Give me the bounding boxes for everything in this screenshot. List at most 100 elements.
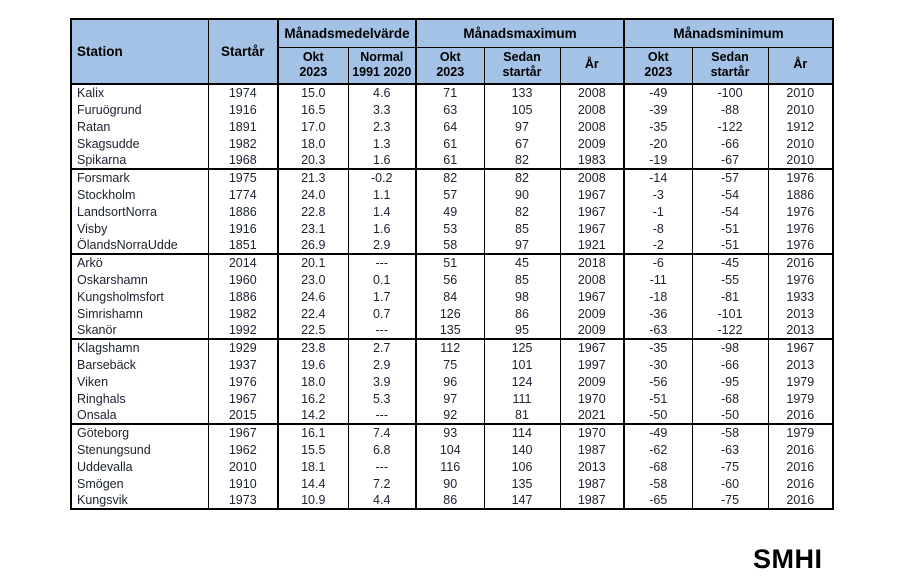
value-cell: -19 [623,152,693,169]
table-row: Stenungsund 1962 15.5 6.8 104 140 1987 -62 -63 20… [70,441,834,458]
table-row: Skanör 1992 22.5 --- 135 95 2009 -63 -122 2013 [70,322,834,339]
station-cell: Smögen [70,475,209,492]
value-cell: -39 [623,101,693,118]
col-header-min-okt2023: Okt 2023 [623,46,693,85]
value-cell: 104 [415,441,485,458]
value-cell: -68 [623,458,693,475]
value-cell: -55 [691,271,769,288]
value-cell: 1987 [559,475,625,492]
value-cell: 2016 [767,253,834,271]
value-cell: 1975 [207,168,279,186]
value-cell: -63 [691,441,769,458]
value-cell: 20.3 [277,152,349,169]
table-row: Uddevalla 2010 18.1 --- 116 106 2013 -68 -75 2016 [70,458,834,475]
station-cell: Arkö [70,253,209,271]
value-cell: 15.0 [277,84,349,101]
value-cell: 22.4 [277,305,349,322]
value-cell: 2010 [207,458,279,475]
value-cell: 95 [483,322,561,339]
value-cell: 98 [483,288,561,305]
value-cell: 97 [415,390,485,407]
value-cell: --- [347,322,417,339]
value-cell: -35 [623,338,693,356]
value-cell: -58 [623,475,693,492]
value-cell: 21.3 [277,168,349,186]
value-cell: 23.0 [277,271,349,288]
value-cell: 2008 [559,118,625,135]
value-cell: -3 [623,186,693,203]
table-row: Spikarna 1968 20.3 1.6 61 82 1983 -19 -67 2010 [70,152,834,169]
value-cell: -65 [623,492,693,509]
value-cell: -66 [691,135,769,152]
value-cell: 1967 [559,203,625,220]
smhi-logo: SMHI [753,544,823,574]
value-cell: -30 [623,356,693,373]
value-cell: 2008 [559,101,625,118]
value-cell: 1967 [207,390,279,407]
value-cell: 2014 [207,253,279,271]
value-cell: 82 [483,203,561,220]
value-cell: 135 [483,475,561,492]
value-cell: 71 [415,84,485,101]
value-cell: 1976 [767,237,834,254]
value-cell: 0.7 [347,305,417,322]
value-cell: 1987 [559,441,625,458]
value-cell: 140 [483,441,561,458]
station-cell: LandsortNorra [70,203,209,220]
value-cell: 2013 [559,458,625,475]
value-cell: 1967 [559,186,625,203]
value-cell: 2016 [767,475,834,492]
value-cell: -50 [623,407,693,424]
value-cell: 112 [415,338,485,356]
value-cell: -98 [691,338,769,356]
value-cell: 53 [415,220,485,237]
col-header-max-year: År [559,46,625,85]
table-body: Kalix 1974 15.0 4.6 71 133 2008 -49 -100 2010 Furu… [70,84,834,509]
value-cell: 58 [415,237,485,254]
value-cell: 2013 [767,356,834,373]
table-row: Forsmark 1975 21.3 -0.2 82 82 2008 -14 -57 1976 [70,168,834,186]
station-cell: Ringhals [70,390,209,407]
value-cell: 2010 [767,135,834,152]
value-cell: -81 [691,288,769,305]
value-cell: 2.9 [347,356,417,373]
value-cell: -51 [691,237,769,254]
table-row: LandsortNorra 1886 22.8 1.4 49 82 1967 -1 -54 197… [70,203,834,220]
value-cell: -66 [691,356,769,373]
station-cell: Barsebäck [70,356,209,373]
station-cell: Simrishamn [70,305,209,322]
value-cell: 1.6 [347,220,417,237]
value-cell: 114 [483,423,561,441]
value-cell: 1916 [207,101,279,118]
station-statistics-table: Station Startår Månadsmedelvärde Månadsm… [70,18,835,510]
value-cell: 16.1 [277,423,349,441]
value-cell: 97 [483,118,561,135]
value-cell: 1886 [767,186,834,203]
value-cell: 2013 [767,305,834,322]
value-cell: 61 [415,135,485,152]
value-cell: 2010 [767,84,834,101]
value-cell: 1.6 [347,152,417,169]
value-cell: 63 [415,101,485,118]
station-cell: Onsala [70,407,209,424]
value-cell: 2009 [559,373,625,390]
value-cell: 1851 [207,237,279,254]
value-cell: -63 [623,322,693,339]
value-cell: 24.0 [277,186,349,203]
value-cell: 2008 [559,168,625,186]
value-cell: 19.6 [277,356,349,373]
value-cell: 2021 [559,407,625,424]
value-cell: 0.1 [347,271,417,288]
table-row: Arkö 2014 20.1 --- 51 45 2018 -6 -45 2016 [70,253,834,271]
col-header-mean-normal: Normal 1991 2020 [347,46,417,85]
value-cell: 1979 [767,423,834,441]
value-cell: 1970 [559,390,625,407]
value-cell: 1968 [207,152,279,169]
value-cell: 51 [415,253,485,271]
value-cell: 56 [415,271,485,288]
value-cell: 1962 [207,441,279,458]
value-cell: -49 [623,84,693,101]
station-cell: ÖlandsNorraUdde [70,237,209,254]
station-cell: Göteborg [70,423,209,441]
